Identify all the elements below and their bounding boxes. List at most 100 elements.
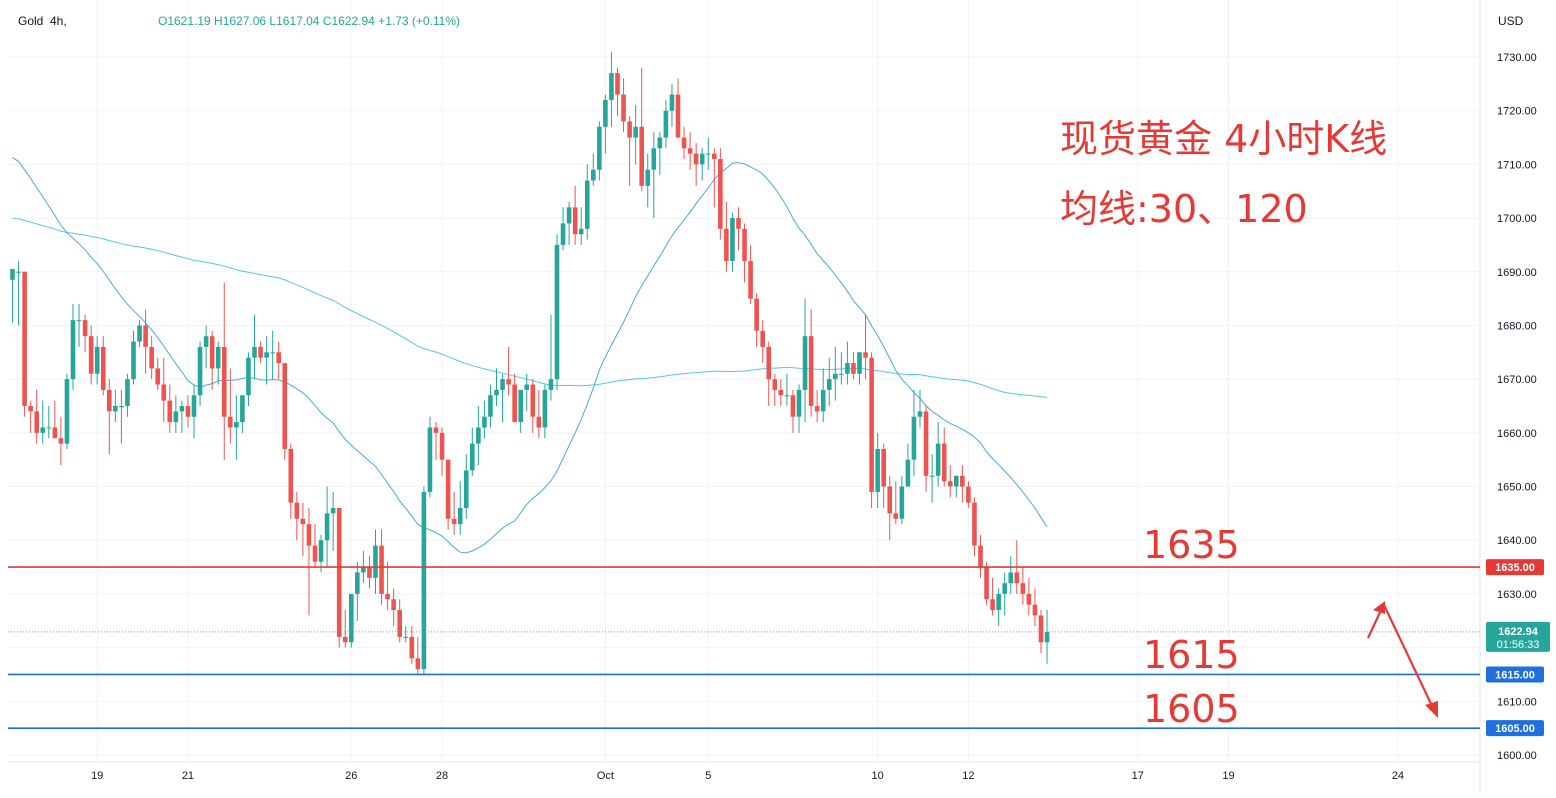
current-price-tag xyxy=(1486,621,1550,652)
candle-body-up xyxy=(361,567,366,573)
candle-body-up xyxy=(651,148,657,170)
candle-body-up xyxy=(548,379,554,390)
candle-body-up xyxy=(421,491,427,670)
y-tick-label: 1610.00 xyxy=(1497,696,1537,708)
candle-body-down xyxy=(22,271,27,406)
ma30-line xyxy=(12,157,1048,554)
candle-body-up xyxy=(609,73,614,100)
annotation-title: 现货黄金 4小时K线 xyxy=(1060,117,1387,161)
arrow-up-shaft xyxy=(1367,607,1383,639)
candle-body-down xyxy=(978,545,983,568)
candle-body-down xyxy=(367,567,372,578)
annotation-ma-note: 均线:30、120 xyxy=(1060,187,1308,231)
arrow-down-shaft xyxy=(1383,604,1434,709)
candle-body-up xyxy=(119,406,124,407)
x-tick-label: 5 xyxy=(705,770,711,782)
ma120-line xyxy=(12,218,1048,398)
candle-body-down xyxy=(1038,615,1044,643)
candle-body-up xyxy=(330,508,336,514)
candle-body-up xyxy=(10,269,15,280)
axes: 1730.00 1720.00 1710.00 1700.00 1690.00 1680.… xyxy=(91,52,1550,782)
chart-header: Gold 4h, O1621.19 H1627.06 L1617.04 C162… xyxy=(18,14,1524,28)
candle-body-up xyxy=(1002,583,1007,594)
candle-body-up xyxy=(246,357,251,396)
interval-label: 4h, xyxy=(50,14,67,28)
candle-body-down xyxy=(718,159,723,229)
candle-body-down xyxy=(724,228,729,262)
candle-body-down xyxy=(506,379,511,385)
candle-body-up xyxy=(470,443,475,471)
candle-body-down xyxy=(966,486,971,503)
candle-body-up xyxy=(524,384,530,390)
candle-body-down xyxy=(88,336,94,374)
candle-body-up xyxy=(252,346,257,358)
candle-body-up xyxy=(591,169,596,181)
candle-body-up xyxy=(113,406,118,412)
candle-body-down xyxy=(893,513,899,519)
candle-body-up xyxy=(603,99,608,127)
candle-body-up xyxy=(500,379,505,390)
candle-body-up xyxy=(730,218,735,262)
candle-body-down xyxy=(712,153,717,160)
candle-body-up xyxy=(173,411,179,423)
candle-body-down xyxy=(209,336,215,369)
candle-body-down xyxy=(627,121,632,138)
candle-body-down xyxy=(228,416,233,428)
candle-body-up xyxy=(845,363,850,374)
candle-body-up xyxy=(197,346,203,396)
x-tick-label: Oct xyxy=(597,770,614,782)
candle-body-up xyxy=(597,126,602,170)
candle-body-up xyxy=(954,475,959,487)
horizontal-levels xyxy=(8,566,1480,729)
candle-body-down xyxy=(167,400,173,423)
candle-body-down xyxy=(760,330,765,347)
candle-body-down xyxy=(433,427,439,433)
x-tick-label: 19 xyxy=(91,770,103,782)
candle-body-up xyxy=(94,346,100,374)
candle-body-up xyxy=(935,443,941,476)
x-tick-label: 26 xyxy=(345,770,357,782)
candle-body-up xyxy=(911,416,917,460)
ohlc-readout: O1621.19 H1627.06 L1617.04 C1622.94 +1.7… xyxy=(158,14,460,28)
candle-body-up xyxy=(70,320,76,380)
candle-body-up xyxy=(645,169,651,186)
candle-body-down xyxy=(766,346,772,380)
candle-body-up xyxy=(16,271,21,273)
candle-body-up xyxy=(46,427,52,429)
candle-body-up xyxy=(427,427,433,492)
candle-body-down xyxy=(391,599,396,611)
candle-body-up xyxy=(64,379,70,444)
candle-body-up xyxy=(482,416,487,428)
candle-body-down xyxy=(675,94,681,138)
candle-body-down xyxy=(445,459,451,519)
bar-countdown: 01:56:33 xyxy=(1497,639,1540,651)
candle-body-down xyxy=(1032,604,1038,616)
candle-body-down xyxy=(941,443,947,482)
candle-body-down xyxy=(34,411,39,433)
candle-body-down xyxy=(960,475,965,487)
candle-body-up xyxy=(488,395,493,417)
candle-body-down xyxy=(778,389,784,396)
candle-body-up xyxy=(802,336,808,390)
candle-body-up xyxy=(125,379,130,406)
x-tick-label: 24 xyxy=(1392,770,1404,782)
candle-body-down xyxy=(161,384,167,401)
candle-body-up xyxy=(554,244,560,380)
candle-body-up xyxy=(137,325,142,342)
candle-body-up xyxy=(179,406,185,412)
candle-body-down xyxy=(185,406,191,417)
candle-body-down xyxy=(748,261,753,299)
symbol-label: Gold xyxy=(18,14,43,28)
candle-body-up xyxy=(929,475,935,477)
candle-body-down xyxy=(155,368,160,385)
candle-body-down xyxy=(814,406,820,412)
candle-body-down xyxy=(881,448,886,487)
candle-body-up xyxy=(669,94,675,111)
candle-body-up xyxy=(663,110,669,138)
candle-body-down xyxy=(306,524,312,546)
candle-body-down xyxy=(869,357,874,492)
candle-body-down xyxy=(736,218,741,229)
x-tick-label: 12 xyxy=(962,770,974,782)
